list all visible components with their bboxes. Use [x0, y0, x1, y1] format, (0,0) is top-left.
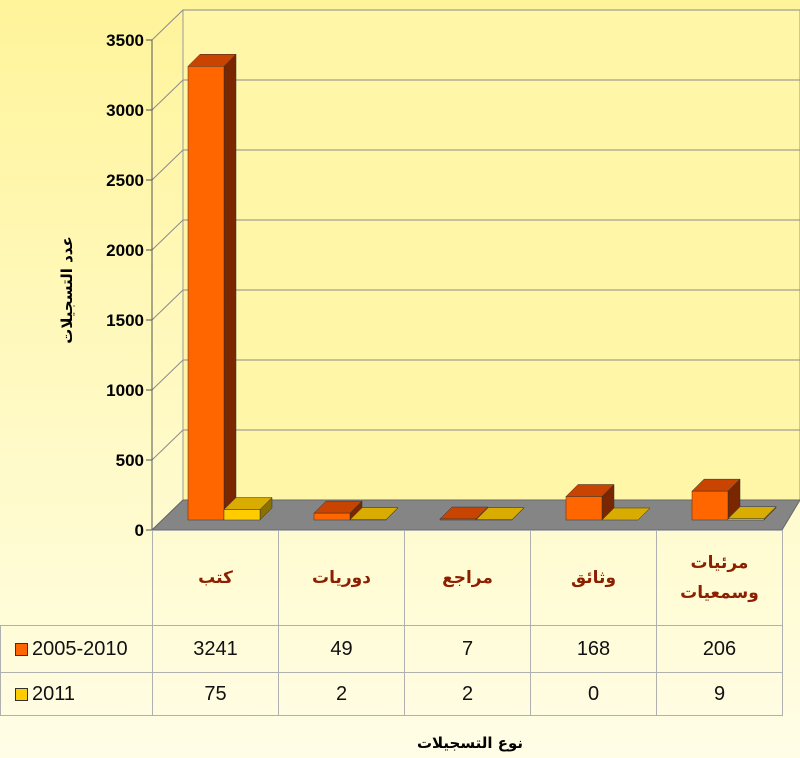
x-axis-label: نوع التسجيلات: [417, 734, 523, 752]
category-label: مراجع: [404, 530, 531, 626]
grid-line: [151, 149, 800, 181]
table-value: 7: [404, 625, 531, 673]
legend-label: 2011: [32, 682, 76, 705]
bar: [223, 509, 261, 521]
y-tick-label: 1500: [106, 311, 144, 330]
table-value: 75: [152, 672, 279, 716]
bar-top: [601, 507, 651, 521]
y-tick-label: 3000: [106, 101, 144, 120]
y-tick-label: 500: [116, 451, 144, 470]
bar: [727, 518, 765, 521]
legend-label: 2005-2010: [32, 637, 128, 660]
table-value: 168: [530, 625, 657, 673]
legend-entry: 2011: [0, 672, 153, 716]
table-value: 2: [404, 672, 531, 716]
table-value: 3241: [152, 625, 279, 673]
grid-line: [151, 219, 800, 251]
bar: [565, 496, 603, 521]
y-tick-label: 2500: [106, 171, 144, 190]
grid-line: [151, 359, 800, 391]
y-tick-label: 1000: [106, 381, 144, 400]
y-tick-label: 2000: [106, 241, 144, 260]
legend-swatch: [15, 642, 28, 656]
legend-entry: 2005-2010: [0, 625, 153, 673]
data-table: كتب دوريات مراجع وثائق مرئيات وسمعيات 2005-2…: [0, 530, 783, 716]
grid-line: [151, 429, 800, 461]
y-tick-label: 3500: [106, 31, 144, 50]
table-value: 0: [530, 672, 657, 716]
bar: [439, 518, 477, 521]
bar: [187, 66, 225, 521]
category-label: دوريات: [278, 530, 405, 626]
category-label: مرئيات وسمعيات: [656, 530, 783, 626]
category-label: وثائق: [530, 530, 657, 626]
table-value: 2: [278, 672, 405, 716]
grid-line: [151, 79, 800, 111]
grid-line: [151, 9, 800, 41]
table-value: 9: [656, 672, 783, 716]
category-label: كتب: [152, 530, 279, 626]
grid-line: [151, 289, 800, 321]
table-value: 206: [656, 625, 783, 673]
back-wall: [182, 9, 800, 501]
table-value: 49: [278, 625, 405, 673]
bar: [691, 490, 729, 521]
y-axis-label: عدد التسجيلات: [58, 236, 76, 343]
bar-side: [223, 53, 237, 521]
bar: [313, 512, 351, 521]
legend-swatch: [15, 687, 28, 701]
